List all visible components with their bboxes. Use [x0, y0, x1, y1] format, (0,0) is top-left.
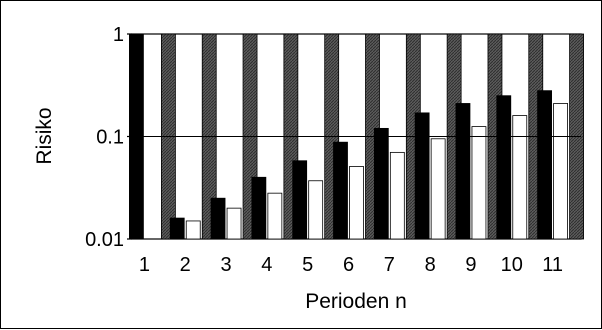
bar-white-3	[226, 207, 242, 240]
bar-black-6	[333, 141, 348, 240]
bar-black-5	[292, 160, 308, 240]
y-tick-label: 0.1	[96, 127, 124, 149]
bar-black-7	[373, 127, 389, 240]
bar-white-4	[267, 192, 283, 240]
x-tick-label: 9	[465, 254, 476, 276]
x-tick-label: 4	[261, 254, 272, 276]
x-tick-label: 7	[384, 254, 395, 276]
bar-black-10	[496, 95, 512, 240]
bar-white-5	[308, 180, 324, 240]
bar-black-11	[537, 90, 552, 240]
x-tick-label: 3	[220, 254, 231, 276]
bar-black-9	[455, 103, 471, 240]
y-tick-label: 0.01	[85, 229, 124, 251]
bar-white-9	[471, 126, 487, 240]
bar-white-11	[553, 103, 568, 240]
bar-white-6	[349, 166, 364, 240]
bar-black-4	[251, 176, 267, 240]
x-tick-label: 8	[425, 254, 436, 276]
bar-black-3	[210, 197, 226, 240]
x-tick-label: 10	[501, 254, 523, 276]
bar-white-10	[512, 115, 528, 240]
x-tick-label: 6	[343, 254, 354, 276]
x-tick-label: 11	[542, 254, 563, 276]
x-tick-label: 1	[139, 254, 150, 276]
bar-white-2	[185, 220, 201, 240]
y-axis-label: Risiko	[33, 107, 56, 164]
x-tick-label: 5	[302, 254, 313, 276]
bar-black-8	[414, 112, 430, 240]
bar-black-2	[169, 217, 185, 240]
x-axis-label: Perioden n	[305, 290, 407, 313]
bar-white-8	[430, 138, 446, 240]
bar-white-7	[389, 151, 405, 240]
x-tick-label: 2	[180, 254, 191, 276]
y-tick-label: 1	[113, 24, 124, 46]
